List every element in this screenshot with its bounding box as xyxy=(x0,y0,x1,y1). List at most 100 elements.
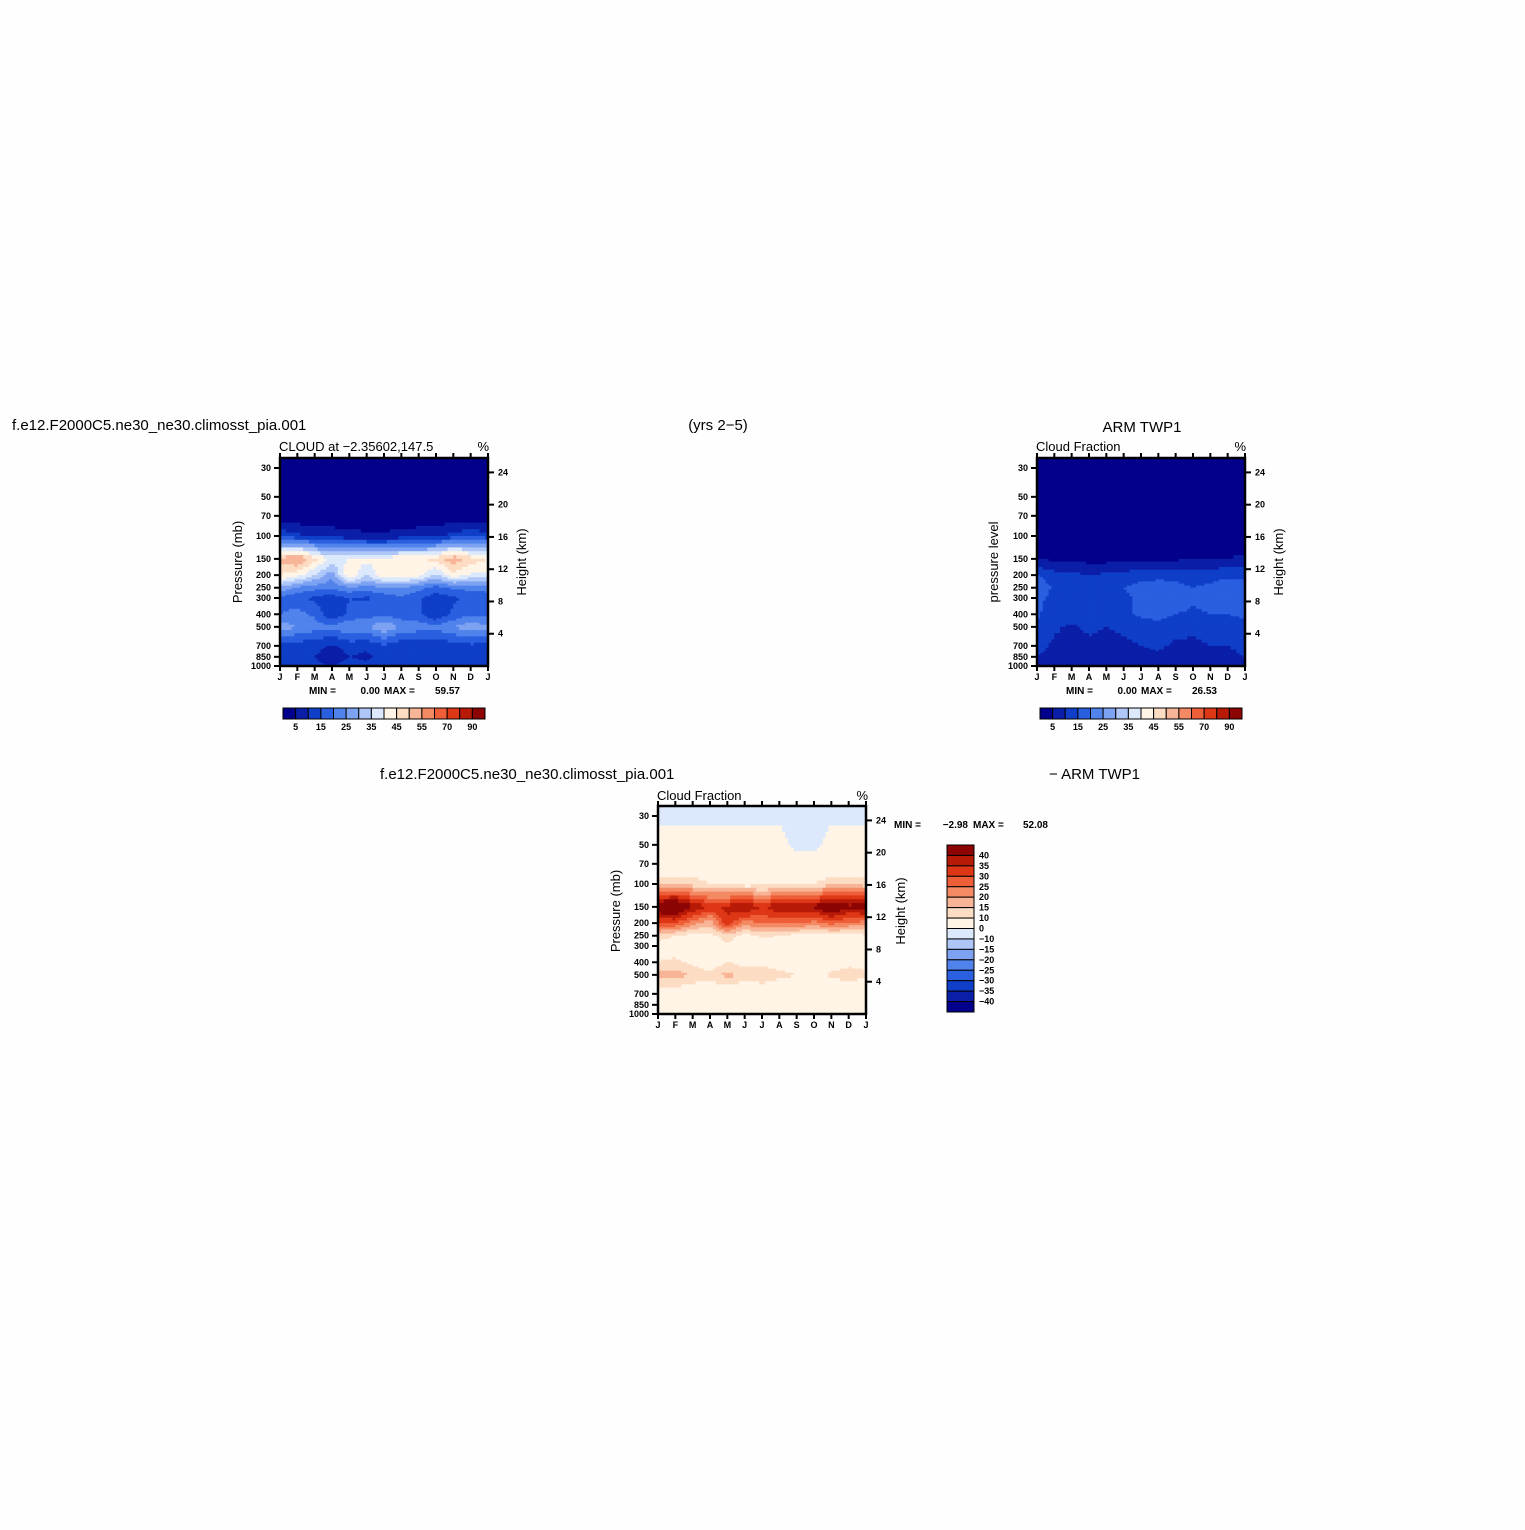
model-cell xyxy=(288,618,293,622)
model-cell xyxy=(291,618,296,622)
model-cell xyxy=(308,547,313,552)
model-cell xyxy=(389,519,394,524)
model-cell xyxy=(479,608,483,613)
model-cell xyxy=(412,633,417,637)
model-cell xyxy=(355,561,359,565)
model-cell xyxy=(479,529,483,534)
model-cell xyxy=(464,477,469,485)
model-cell xyxy=(482,653,486,656)
model-cell xyxy=(407,655,411,658)
model-cell xyxy=(329,589,333,592)
model-cell xyxy=(337,583,342,587)
model-cell xyxy=(369,636,374,641)
model-cell xyxy=(332,572,336,576)
model-cell xyxy=(360,630,365,634)
model-cell xyxy=(476,594,480,597)
model-cell xyxy=(294,569,298,574)
model-cell xyxy=(366,564,371,568)
model-cell xyxy=(355,661,359,664)
model-cell xyxy=(485,529,488,534)
model-cell xyxy=(343,649,348,652)
model-cell xyxy=(407,561,411,565)
model-cell xyxy=(450,477,454,485)
model-cell xyxy=(372,598,376,602)
model-cell xyxy=(407,500,411,504)
model-cell xyxy=(392,589,397,592)
model-cell xyxy=(392,620,397,624)
model-cell xyxy=(476,616,480,620)
model-cell xyxy=(360,642,365,647)
model-cell xyxy=(404,583,408,587)
model-cell xyxy=(317,585,322,589)
model-cell xyxy=(462,616,466,620)
model-cell xyxy=(378,509,382,514)
model-cell xyxy=(343,496,348,501)
model-cell xyxy=(358,539,362,545)
model-cell xyxy=(323,611,327,615)
model-cell xyxy=(369,603,374,607)
model-cell xyxy=(369,515,374,520)
model-cell xyxy=(467,577,472,580)
model-cell xyxy=(372,606,376,610)
model-cell xyxy=(398,558,402,563)
model-cell xyxy=(349,512,353,517)
model-cell xyxy=(482,616,486,620)
model-cell xyxy=(412,515,417,520)
model-cell xyxy=(479,620,483,624)
model-cell xyxy=(358,470,362,479)
model-cell xyxy=(317,622,322,626)
model-cell xyxy=(404,522,408,527)
model-cell xyxy=(401,581,405,585)
model-cell xyxy=(355,656,359,659)
model-cell xyxy=(308,659,313,663)
model-cell xyxy=(456,525,460,530)
model-cell xyxy=(476,608,480,613)
model-cell xyxy=(303,551,307,556)
model-cell xyxy=(384,569,388,574)
model-cell xyxy=(378,464,382,472)
model-cell xyxy=(395,596,400,599)
model-cell xyxy=(363,569,368,574)
model-cell xyxy=(485,519,488,524)
model-cell xyxy=(421,583,426,587)
model-cell xyxy=(334,543,339,549)
model-cell xyxy=(427,620,431,624)
model-cell xyxy=(311,603,316,607)
model-cell xyxy=(412,647,417,651)
model-cell xyxy=(285,630,290,634)
model-cell xyxy=(343,585,348,589)
model-cell xyxy=(372,522,376,527)
model-cell xyxy=(320,651,324,654)
model-cell xyxy=(430,624,434,628)
model-cell xyxy=(308,651,313,654)
model-cell xyxy=(294,659,298,663)
model-cell xyxy=(473,603,478,607)
model-cell xyxy=(453,642,457,647)
model-cell xyxy=(369,506,374,511)
model-cell xyxy=(441,620,446,624)
model-cell xyxy=(450,490,454,498)
model-cell xyxy=(355,529,359,534)
model-cell xyxy=(349,620,353,624)
model-cell xyxy=(369,606,374,610)
model-cell xyxy=(438,624,443,628)
model-cell xyxy=(441,519,446,524)
model-cell xyxy=(456,616,460,620)
model-cell xyxy=(441,535,446,541)
model-cell xyxy=(410,596,414,599)
model-cell xyxy=(300,659,304,663)
model-cell xyxy=(349,567,353,571)
model-cell xyxy=(363,458,368,466)
model-cell xyxy=(375,539,379,545)
model-cell xyxy=(280,483,284,491)
model-cell xyxy=(459,651,463,654)
model-cell xyxy=(470,614,475,617)
model-cell xyxy=(433,603,437,607)
model-cell xyxy=(427,614,431,617)
model-cell xyxy=(453,522,457,527)
model-cell xyxy=(303,658,307,661)
model-cell xyxy=(334,500,339,504)
model-cell xyxy=(476,555,480,560)
model-cell xyxy=(369,592,374,596)
model-cell xyxy=(358,483,362,491)
